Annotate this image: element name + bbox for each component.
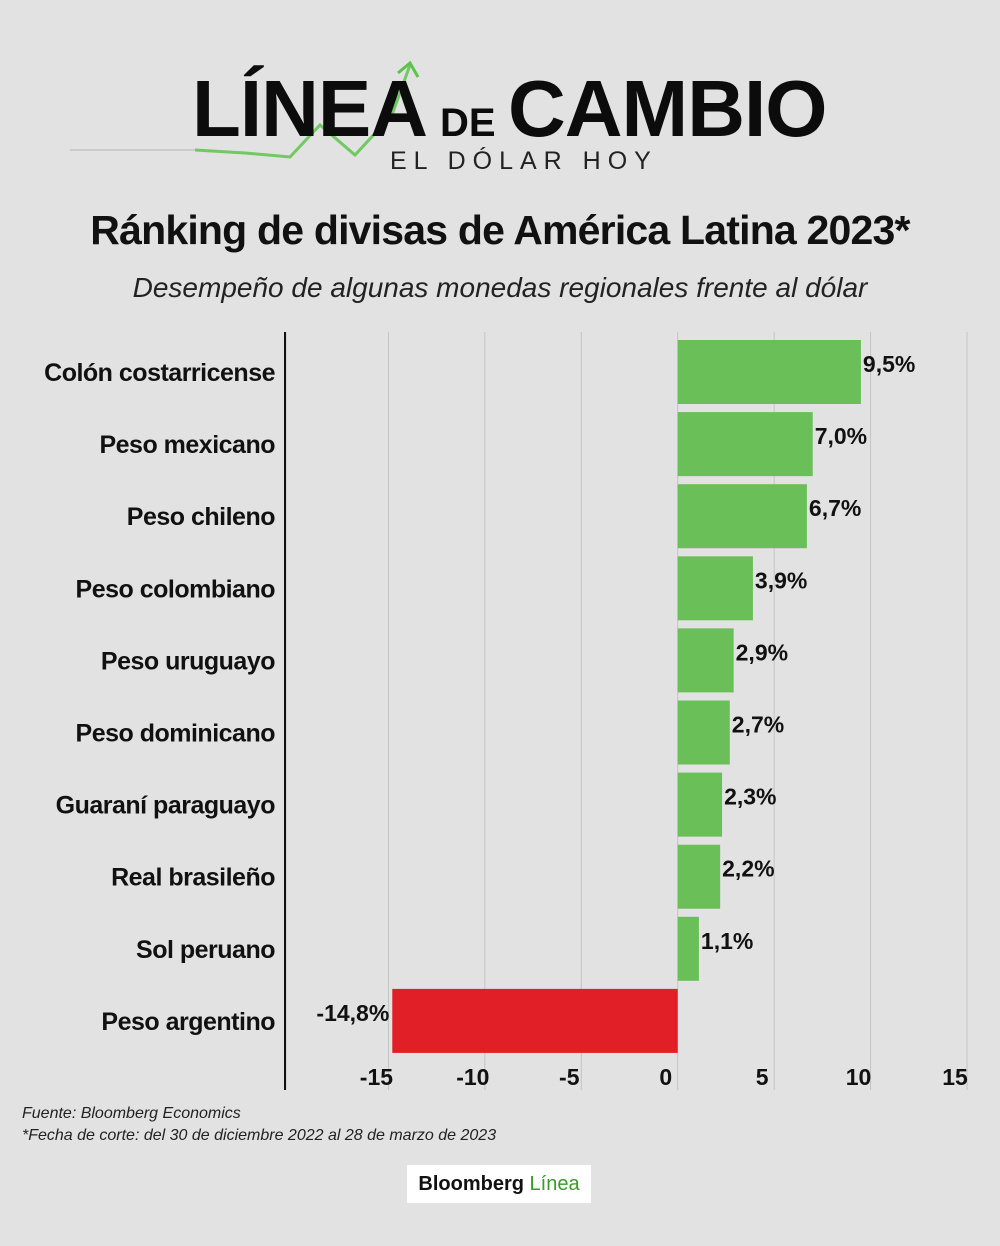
bar-4 <box>677 628 734 693</box>
value-label-6: 2,3% <box>724 784 776 810</box>
value-label-2: 6,7% <box>809 495 861 521</box>
cutoff-note: *Fecha de corte: del 30 de diciembre 202… <box>22 1127 497 1144</box>
category-label-4: Peso uruguayo <box>101 647 275 675</box>
logo-word-de: DE <box>440 101 496 145</box>
category-label-3: Peso colombiano <box>76 575 276 603</box>
bar-2 <box>677 484 807 549</box>
bar-5 <box>677 700 730 765</box>
tick-label-2: -5 <box>559 1064 580 1090</box>
bar-3 <box>677 556 753 621</box>
tick-label-0: -15 <box>360 1064 393 1090</box>
category-label-7: Real brasileño <box>111 864 275 892</box>
value-label-9: -14,8% <box>316 1000 389 1026</box>
brand-badge: Bloomberg Línea <box>407 1165 591 1203</box>
category-label-8: Sol peruano <box>136 936 275 964</box>
logo-trend-line-icon <box>70 60 420 159</box>
value-label-0: 9,5% <box>863 351 915 377</box>
bar-6 <box>677 772 723 837</box>
logo: LÍNEA DE CAMBIO EL DÓLAR HOY <box>0 55 1000 185</box>
brand-name: Bloomberg <box>418 1173 524 1195</box>
chart-title: Ránking de divisas de América Latina 202… <box>90 207 910 253</box>
category-label-9: Peso argentino <box>101 1008 275 1036</box>
tick-label-1: -10 <box>456 1064 489 1090</box>
category-label-6: Guaraní paraguayo <box>56 792 276 820</box>
bar-7 <box>677 844 721 909</box>
value-label-8: 1,1% <box>701 928 753 954</box>
value-label-7: 2,2% <box>722 856 774 882</box>
tick-label-5: 10 <box>846 1064 872 1090</box>
logo-word-linea: LÍNEA <box>192 64 428 153</box>
category-label-5: Peso dominicano <box>76 720 276 748</box>
logo-tagline: EL DÓLAR HOY <box>390 147 658 175</box>
chart-subtitle: Desempeño de algunas monedas regionales … <box>132 272 868 303</box>
value-label-1: 7,0% <box>815 423 867 449</box>
tick-label-6: 15 <box>942 1064 968 1090</box>
category-label-1: Peso mexicano <box>99 431 275 459</box>
category-label-0: Colón costarricense <box>44 359 275 387</box>
value-label-4: 2,9% <box>736 639 788 665</box>
source-note: Fuente: Bloomberg Economics <box>22 1105 241 1122</box>
tick-label-4: 5 <box>756 1064 769 1090</box>
value-label-5: 2,7% <box>732 712 784 738</box>
category-label-2: Peso chileno <box>127 503 275 531</box>
bar-8 <box>677 916 699 981</box>
value-label-3: 3,9% <box>755 567 807 593</box>
tick-label-3: 0 <box>659 1064 672 1090</box>
bar-0 <box>677 340 861 404</box>
brand-name-accent: Línea <box>529 1173 580 1195</box>
bar-1 <box>677 412 813 477</box>
logo-word-cambio: CAMBIO <box>508 64 827 153</box>
bar-9 <box>392 988 678 1053</box>
